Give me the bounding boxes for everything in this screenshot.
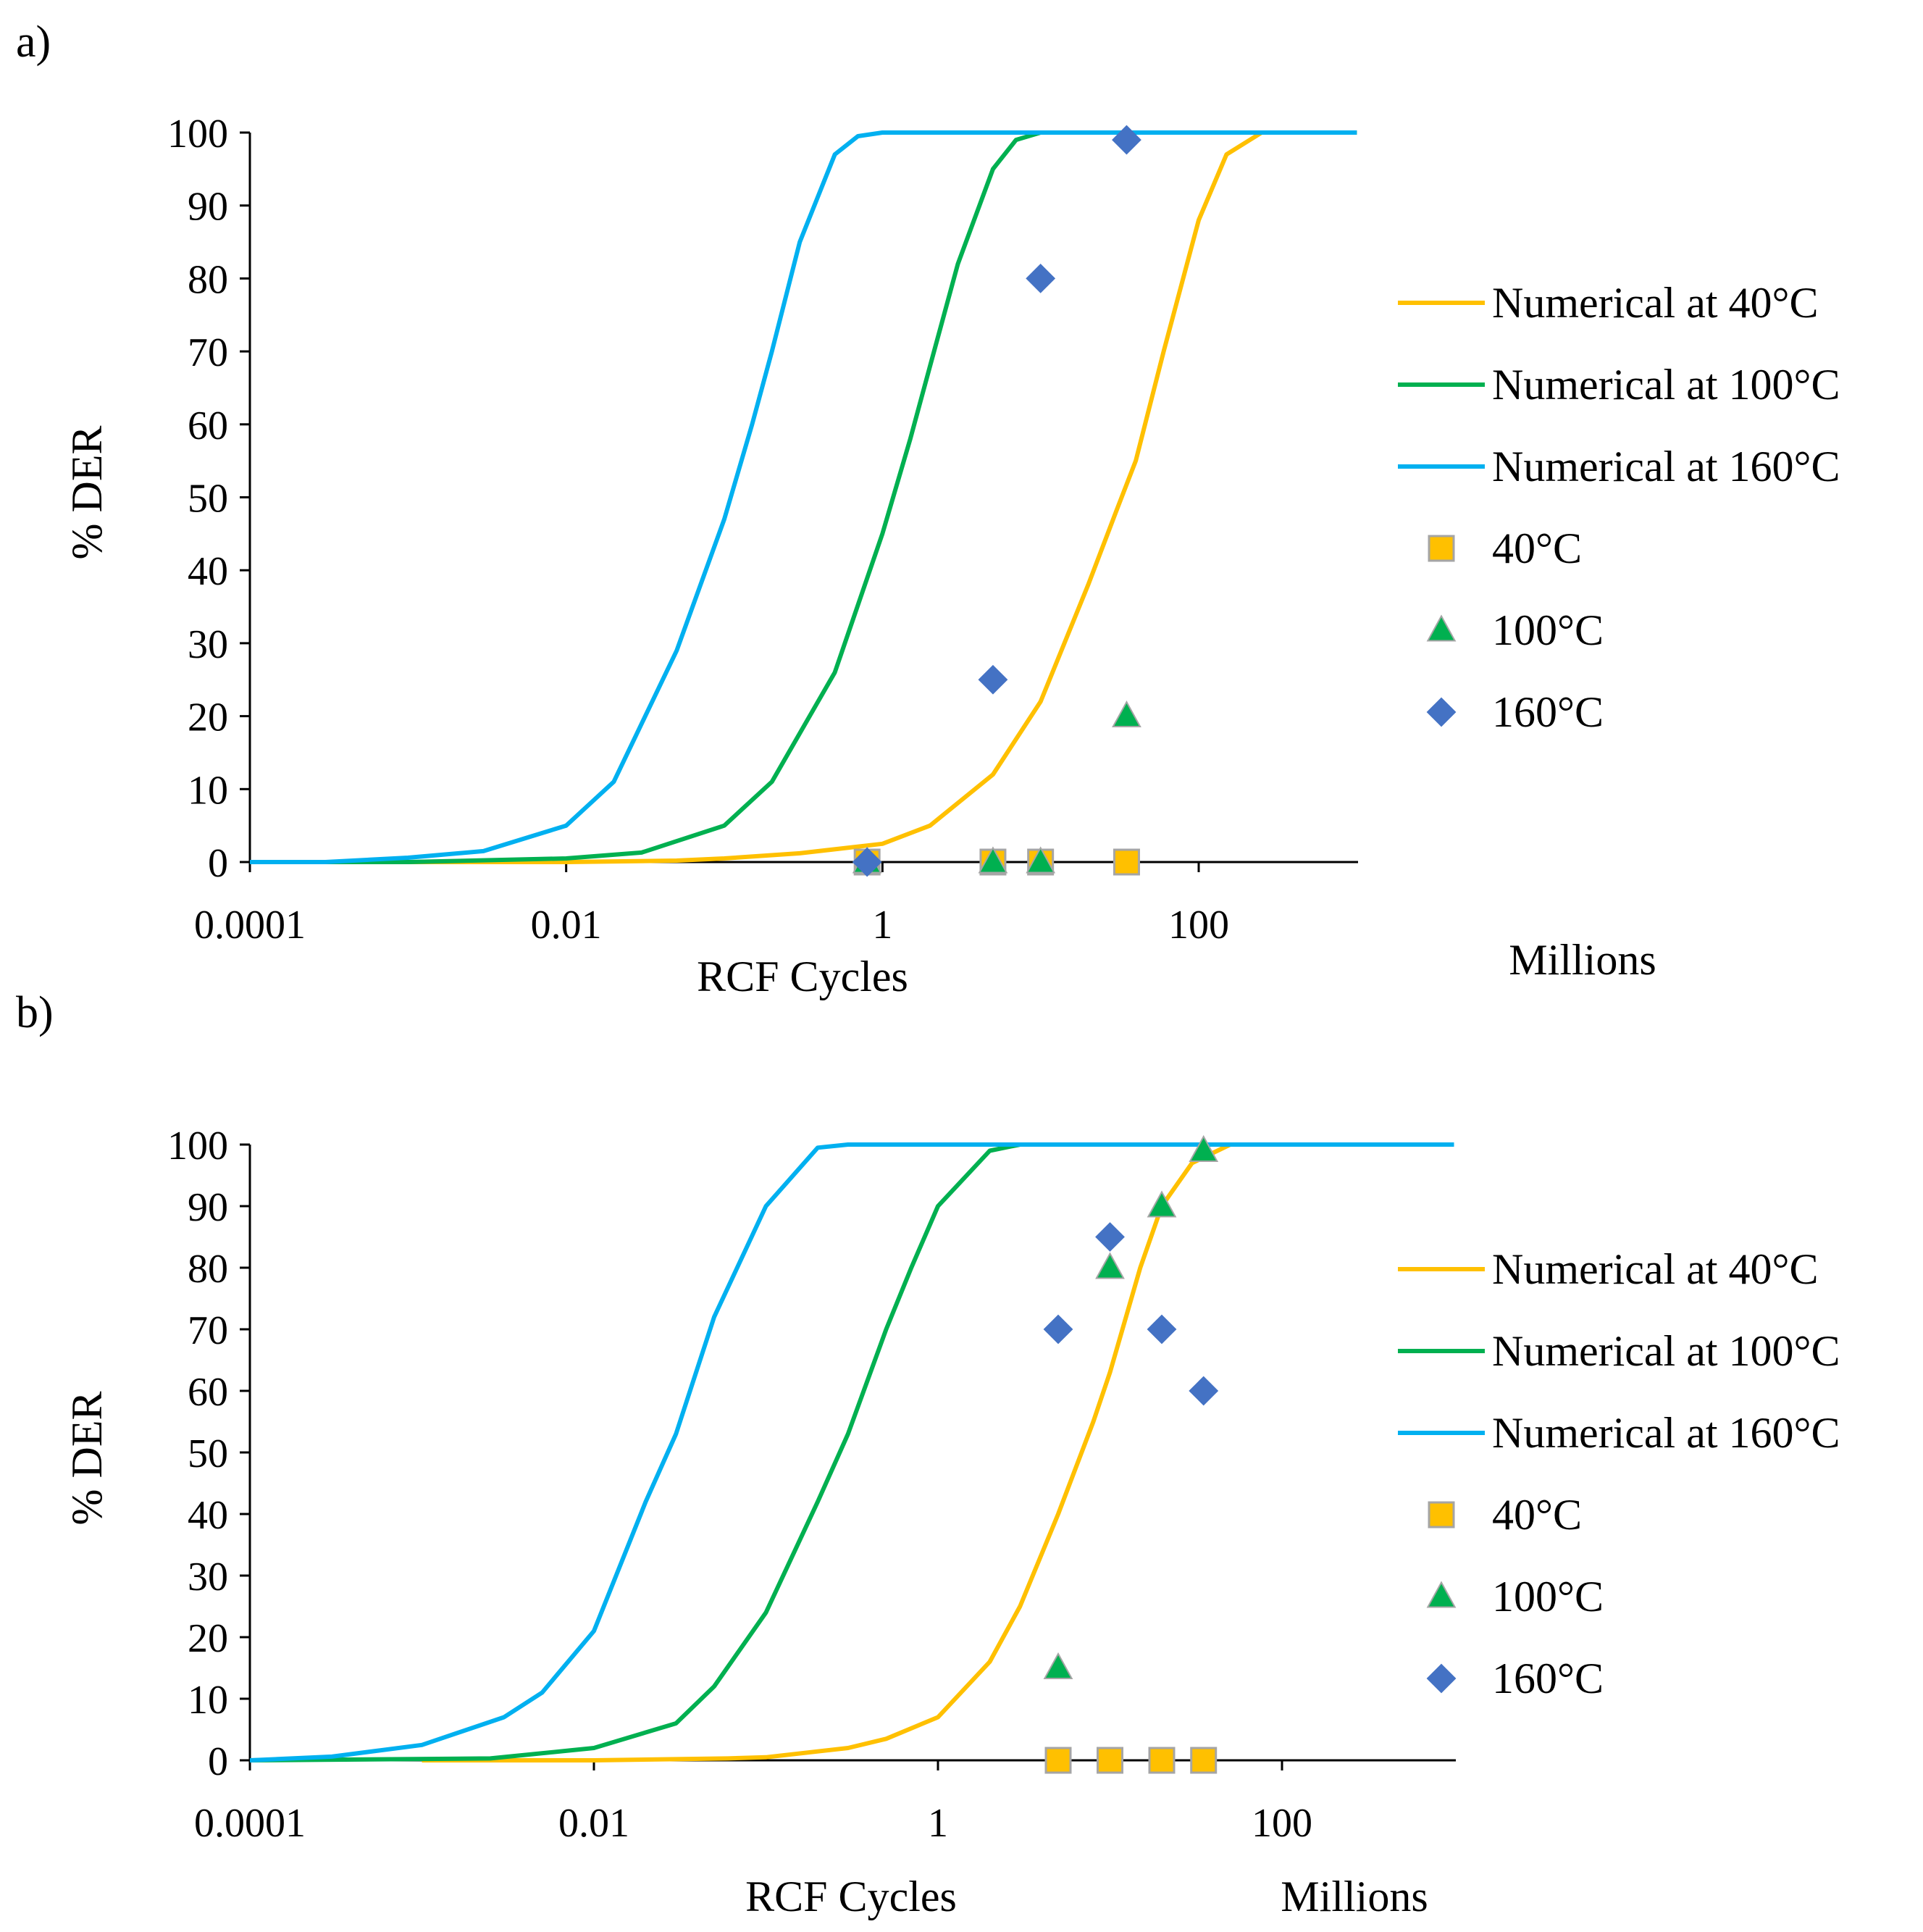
y-tick-label: 20: [188, 1616, 228, 1661]
panel-a: a) % DER RCF Cycles Millions 0 10 20 30 40 50…: [16, 17, 1840, 1000]
data-point-diamond: [852, 847, 882, 877]
data-point-square: [1044, 1747, 1072, 1774]
legend-label: Numerical at 40°C: [1492, 279, 1819, 327]
y-tick-label: 30: [188, 622, 228, 667]
legend-label: 100°C: [1492, 606, 1604, 654]
series-line: [408, 130, 1357, 864]
units-label: Millions: [1281, 1873, 1428, 1920]
y-tick-label: 40: [188, 549, 228, 594]
legend-label: 40°C: [1492, 1491, 1582, 1539]
x-tick-label: 100: [1168, 903, 1229, 948]
legend-swatch: [1426, 697, 1457, 727]
data-point-triangle: [1095, 1252, 1125, 1279]
x-tick-label: 0.0001: [194, 1801, 306, 1846]
legend-label: 160°C: [1492, 688, 1604, 736]
data-point-triangle: [978, 846, 1008, 874]
data-point-diamond: [978, 664, 1008, 695]
y-tick-label: 50: [188, 477, 228, 522]
series-line: [250, 130, 1357, 864]
data-point-triangle: [1026, 846, 1056, 874]
panel-label: b): [16, 988, 54, 1037]
y-tick-label: 70: [188, 330, 228, 375]
y-axis-title: % DER: [63, 1392, 111, 1526]
x-tick-label: 0.0001: [194, 903, 306, 948]
panel-b: b) % DER RCF Cycles Millions 0 10 20 30 40 50…: [16, 988, 1840, 1920]
y-tick-label: 90: [188, 1185, 228, 1230]
series-line: [422, 1142, 1454, 1762]
legend: Numerical at 40°C Numerical at 100°C Numer…: [1398, 279, 1840, 736]
y-tick-label: 30: [188, 1555, 228, 1599]
data-point-diamond: [1043, 1314, 1073, 1345]
legend-label: Numerical at 160°C: [1492, 1409, 1840, 1457]
legend-swatch: [1428, 535, 1455, 562]
data-point-diamond: [1095, 1222, 1125, 1252]
y-tick-label: 40: [188, 1493, 228, 1538]
legend-label: Numerical at 100°C: [1492, 1327, 1840, 1375]
y-tick-label: 70: [188, 1308, 228, 1353]
legend-label: Numerical at 100°C: [1492, 361, 1840, 409]
y-tick-label: 20: [188, 695, 228, 740]
legend-swatch: [1426, 614, 1457, 642]
panel-label: a): [16, 17, 51, 67]
data-point-square: [1148, 1747, 1176, 1774]
x-tick-label: 1: [872, 903, 892, 948]
y-tick-label: 100: [167, 1124, 228, 1168]
legend-label: 160°C: [1492, 1655, 1604, 1702]
y-tick-label: 80: [188, 1247, 228, 1292]
x-tick-label: 0.01: [558, 1801, 629, 1846]
x-tick-label: 0.01: [531, 903, 602, 948]
y-tick-label: 10: [188, 1678, 228, 1723]
y-tick-label: 60: [188, 403, 228, 448]
units-label: Millions: [1509, 936, 1656, 984]
series-line: [250, 130, 1357, 864]
x-axis-title: RCF Cycles: [745, 1873, 957, 1920]
x-tick-label: 1: [928, 1801, 948, 1846]
data-point-diamond: [1112, 125, 1141, 155]
y-axis-title: % DER: [63, 426, 111, 560]
plot-area: 0 10 20 30 40 50 60 70 80 90 100 0.0001 0.01 1 100: [167, 112, 1358, 948]
y-tick-label: 50: [188, 1431, 228, 1476]
y-tick-label: 0: [208, 1739, 228, 1784]
data-point-square: [1113, 848, 1140, 876]
data-point-diamond: [1147, 1314, 1177, 1345]
data-point-diamond: [1026, 264, 1056, 293]
legend-label: Numerical at 160°C: [1492, 443, 1840, 490]
y-tick-label: 60: [188, 1370, 228, 1415]
legend-label: Numerical at 40°C: [1492, 1245, 1819, 1293]
data-point-square: [1097, 1747, 1123, 1774]
x-axis-title: RCF Cycles: [697, 953, 908, 1000]
legend-swatch: [1428, 1501, 1455, 1529]
x-tick-label: 100: [1252, 1801, 1312, 1846]
y-tick-label: 0: [208, 841, 228, 886]
plot-area: 0 10 20 30 40 50 60 70 80 90 100 0.0001 0.01 1 100: [167, 1124, 1456, 1846]
legend-swatch: [1426, 1581, 1457, 1608]
series-line: [250, 1142, 1454, 1762]
series-line: [250, 1142, 1454, 1762]
data-point-triangle: [1147, 1190, 1177, 1218]
legend-swatch: [1426, 1663, 1457, 1694]
data-point-square: [1190, 1747, 1218, 1774]
data-point-diamond: [1189, 1376, 1219, 1406]
y-tick-label: 100: [167, 112, 228, 156]
data-point-triangle: [1112, 700, 1141, 728]
y-tick-label: 10: [188, 768, 228, 813]
y-tick-label: 80: [188, 257, 228, 302]
data-point-triangle: [1043, 1652, 1073, 1679]
legend-label: 100°C: [1492, 1573, 1604, 1621]
data-point-triangle: [1189, 1134, 1219, 1162]
legend: Numerical at 40°C Numerical at 100°C Numer…: [1398, 1245, 1840, 1702]
legend-label: 40°C: [1492, 524, 1582, 572]
y-tick-label: 90: [188, 185, 228, 230]
